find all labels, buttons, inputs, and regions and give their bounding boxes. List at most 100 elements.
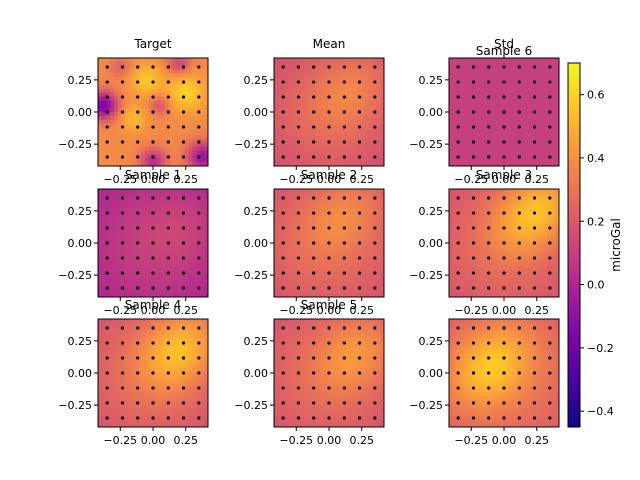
- heatmap-cell: [535, 227, 540, 233]
- heatmap-cell: [452, 262, 458, 267]
- heatmap-cell: [515, 258, 521, 263]
- heatmap-cell: [200, 281, 205, 287]
- heatmap-cell: [141, 277, 146, 283]
- heatmap-cell: [348, 196, 354, 202]
- heatmap-cell: [141, 85, 146, 90]
- heatmap-cell: [340, 61, 346, 67]
- heatmap-cell: [297, 146, 303, 152]
- heatmap-cell: [535, 235, 540, 240]
- heatmap-cell: [121, 96, 127, 102]
- heatmap-cell: [301, 196, 307, 202]
- heatmap-cell: [543, 73, 548, 78]
- heatmap-cell: [289, 289, 295, 294]
- heatmap-cell: [156, 96, 162, 102]
- heatmap-cell: [364, 258, 369, 263]
- heatmap-cell: [141, 131, 146, 136]
- heatmap-cell: [340, 104, 346, 109]
- heatmap-cell: [527, 243, 533, 248]
- heatmap-cell: [500, 250, 505, 256]
- heatmap-cell: [348, 204, 354, 209]
- heatmap-cell: [192, 227, 197, 233]
- heatmap-cell: [352, 223, 358, 229]
- heatmap-cell: [109, 158, 115, 163]
- heatmap-cell: [277, 104, 283, 109]
- heatmap-cell: [476, 73, 482, 78]
- heatmap-cell: [449, 85, 454, 90]
- heatmap-cell: [500, 100, 505, 105]
- heatmap-cell: [145, 262, 150, 267]
- heatmap-cell: [504, 100, 509, 105]
- heatmap-cell: [472, 127, 478, 132]
- heatmap-cell: [527, 139, 533, 144]
- heatmap-cell: [480, 277, 485, 283]
- heatmap-cell: [364, 192, 369, 198]
- heatmap-cell: [101, 239, 107, 244]
- heatmap-cell: [160, 127, 166, 132]
- heatmap-cell: [348, 289, 354, 294]
- heatmap-cell: [468, 73, 474, 78]
- heatmap-cell: [277, 154, 283, 159]
- station-point: [327, 125, 331, 129]
- heatmap-cell: [523, 208, 529, 213]
- heatmap-cell: [277, 281, 283, 287]
- heatmap-cell: [117, 88, 123, 94]
- heatmap-cell: [523, 262, 529, 267]
- heatmap-cell: [515, 243, 521, 248]
- heatmap-cell: [547, 250, 552, 256]
- heatmap-cell: [336, 216, 342, 221]
- heatmap-cell: [180, 246, 186, 252]
- heatmap-cell: [149, 150, 154, 156]
- heatmap-cell: [172, 73, 178, 78]
- heatmap-cell: [464, 273, 470, 279]
- heatmap-cell: [340, 142, 346, 148]
- station-point: [197, 140, 201, 144]
- heatmap-cell: [519, 158, 525, 163]
- heatmap-cell: [535, 88, 540, 94]
- heatmap-cell: [289, 270, 295, 275]
- heatmap-cell: [98, 277, 103, 283]
- heatmap-cell: [356, 204, 362, 209]
- heatmap-cell: [309, 243, 314, 248]
- heatmap-cell: [376, 289, 381, 294]
- heatmap-cell: [519, 85, 525, 90]
- heatmap-cell: [164, 212, 170, 217]
- heatmap-cell: [348, 123, 354, 129]
- heatmap-cell: [180, 262, 186, 267]
- heatmap-cell: [551, 223, 556, 229]
- heatmap-cell: [113, 112, 119, 117]
- heatmap-cell: [515, 81, 521, 86]
- heatmap-cell: [188, 200, 193, 206]
- heatmap-cell: [285, 246, 291, 252]
- station-point: [373, 95, 377, 99]
- heatmap-cell: [527, 69, 533, 75]
- heatmap-cell: [372, 142, 377, 148]
- heatmap-cell: [376, 112, 381, 117]
- heatmap-cell: [476, 223, 482, 229]
- station-point: [548, 65, 552, 69]
- heatmap-cell: [511, 246, 517, 252]
- heatmap-cell: [176, 277, 182, 283]
- heatmap-cell: [180, 150, 186, 156]
- heatmap-cell: [340, 231, 346, 236]
- heatmap-cell: [364, 77, 369, 82]
- heatmap-cell: [500, 65, 505, 71]
- heatmap-cell: [352, 200, 358, 206]
- heatmap-cell: [484, 61, 489, 67]
- heatmap-cell: [511, 204, 517, 209]
- heatmap-cell: [504, 273, 509, 279]
- heatmap-cell: [472, 108, 478, 113]
- heatmap-cell: [101, 285, 107, 290]
- heatmap-cell: [301, 289, 307, 294]
- heatmap-cell: [523, 243, 529, 248]
- heatmap-cell: [200, 192, 205, 198]
- heatmap-cell: [340, 96, 346, 102]
- heatmap-cell: [156, 150, 162, 156]
- heatmap-cell: [321, 189, 326, 194]
- heatmap-cell: [555, 100, 559, 105]
- heatmap-cell: [476, 196, 482, 202]
- heatmap-cell: [113, 285, 119, 290]
- heatmap-cell: [488, 266, 493, 271]
- heatmap-cell: [476, 227, 482, 233]
- heatmap-cell: [456, 204, 462, 209]
- heatmap-cell: [340, 250, 346, 256]
